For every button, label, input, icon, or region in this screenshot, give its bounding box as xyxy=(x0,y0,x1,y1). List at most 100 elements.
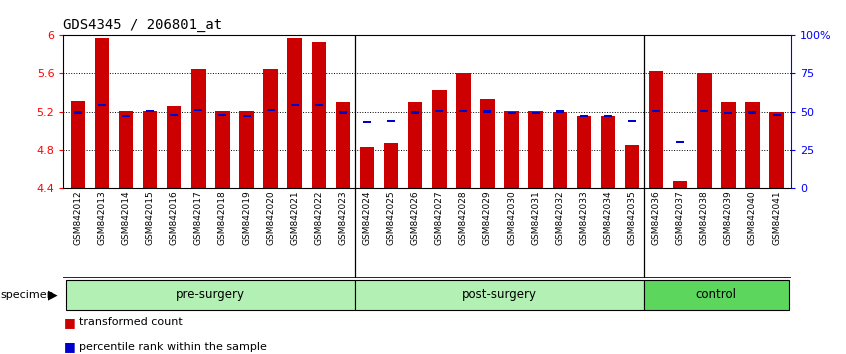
Text: ▶: ▶ xyxy=(48,288,58,301)
Bar xyxy=(339,112,347,114)
Bar xyxy=(363,121,371,123)
Text: GSM842017: GSM842017 xyxy=(194,190,203,245)
Text: GSM842024: GSM842024 xyxy=(362,190,371,245)
Text: GSM842023: GSM842023 xyxy=(338,190,348,245)
Bar xyxy=(531,112,540,114)
Bar xyxy=(408,102,422,188)
Text: GSM842018: GSM842018 xyxy=(218,190,227,245)
Bar xyxy=(721,102,736,188)
Bar xyxy=(529,110,543,188)
Text: control: control xyxy=(695,287,737,301)
Bar xyxy=(481,99,495,188)
Text: GSM842022: GSM842022 xyxy=(315,190,323,245)
Text: GSM842035: GSM842035 xyxy=(628,190,636,245)
Bar xyxy=(436,109,443,112)
Text: GSM842013: GSM842013 xyxy=(97,190,107,245)
Bar xyxy=(459,109,467,112)
Bar xyxy=(122,115,130,117)
Bar xyxy=(195,109,202,111)
Bar xyxy=(456,74,470,188)
Text: GSM842034: GSM842034 xyxy=(603,190,613,245)
Bar xyxy=(170,114,179,116)
Bar xyxy=(432,90,447,188)
Bar xyxy=(360,147,374,188)
Text: specimen: specimen xyxy=(1,290,55,300)
Bar xyxy=(556,110,563,113)
Bar xyxy=(288,38,302,188)
Text: GSM842030: GSM842030 xyxy=(507,190,516,245)
Bar xyxy=(483,110,492,113)
Bar xyxy=(146,109,154,112)
Text: ■: ■ xyxy=(63,316,75,329)
Bar xyxy=(315,104,323,106)
Bar xyxy=(504,110,519,188)
Text: GSM842031: GSM842031 xyxy=(531,190,540,245)
Bar xyxy=(769,112,783,188)
Text: ■: ■ xyxy=(63,341,75,353)
Text: GSM842019: GSM842019 xyxy=(242,190,251,245)
Bar xyxy=(625,145,640,188)
Text: GSM842014: GSM842014 xyxy=(122,190,130,245)
Bar xyxy=(74,112,82,114)
Bar xyxy=(191,69,206,188)
Text: GSM842040: GSM842040 xyxy=(748,190,757,245)
Bar xyxy=(143,110,157,188)
Bar xyxy=(355,280,644,310)
Bar xyxy=(604,115,612,117)
Bar xyxy=(644,280,788,310)
Text: GSM842041: GSM842041 xyxy=(772,190,781,245)
Bar xyxy=(291,104,299,106)
Bar xyxy=(673,181,688,188)
Bar xyxy=(411,112,419,114)
Text: GSM842039: GSM842039 xyxy=(724,190,733,245)
Bar xyxy=(772,114,781,116)
Bar xyxy=(167,106,182,188)
Bar xyxy=(387,120,395,122)
Text: post-surgery: post-surgery xyxy=(462,287,537,301)
Bar xyxy=(697,74,711,188)
Bar xyxy=(215,110,229,188)
Bar xyxy=(243,115,250,117)
Bar xyxy=(724,112,733,114)
Bar xyxy=(601,116,615,188)
Text: transformed count: transformed count xyxy=(79,317,183,327)
Text: GSM842029: GSM842029 xyxy=(483,190,492,245)
Text: GSM842025: GSM842025 xyxy=(387,190,396,245)
Bar xyxy=(239,110,254,188)
Bar xyxy=(577,116,591,188)
Bar xyxy=(66,280,355,310)
Bar xyxy=(98,104,106,106)
Text: pre-surgery: pre-surgery xyxy=(176,287,244,301)
Text: percentile rank within the sample: percentile rank within the sample xyxy=(79,342,266,352)
Bar xyxy=(266,109,275,111)
Text: GSM842032: GSM842032 xyxy=(555,190,564,245)
Text: GSM842038: GSM842038 xyxy=(700,190,709,245)
Bar xyxy=(580,115,588,117)
Text: GSM842012: GSM842012 xyxy=(74,190,82,245)
Bar xyxy=(649,70,663,188)
Text: GSM842036: GSM842036 xyxy=(651,190,661,245)
Bar xyxy=(384,143,398,188)
Bar xyxy=(676,141,684,143)
Text: GDS4345 / 206801_at: GDS4345 / 206801_at xyxy=(63,18,222,32)
Text: GSM842015: GSM842015 xyxy=(146,190,155,245)
Bar xyxy=(218,114,227,116)
Bar xyxy=(71,101,85,188)
Bar xyxy=(95,38,109,188)
Text: GSM842026: GSM842026 xyxy=(410,190,420,245)
Text: GSM842037: GSM842037 xyxy=(676,190,684,245)
Bar xyxy=(652,109,660,112)
Bar xyxy=(552,112,567,188)
Text: GSM842027: GSM842027 xyxy=(435,190,444,245)
Bar xyxy=(336,102,350,188)
Bar xyxy=(508,112,515,114)
Text: GSM842016: GSM842016 xyxy=(170,190,179,245)
Text: GSM842033: GSM842033 xyxy=(580,190,588,245)
Bar xyxy=(263,69,277,188)
Bar xyxy=(749,112,756,114)
Bar xyxy=(311,42,326,188)
Bar xyxy=(745,102,760,188)
Bar xyxy=(118,110,134,188)
Bar xyxy=(700,109,708,112)
Text: GSM842028: GSM842028 xyxy=(459,190,468,245)
